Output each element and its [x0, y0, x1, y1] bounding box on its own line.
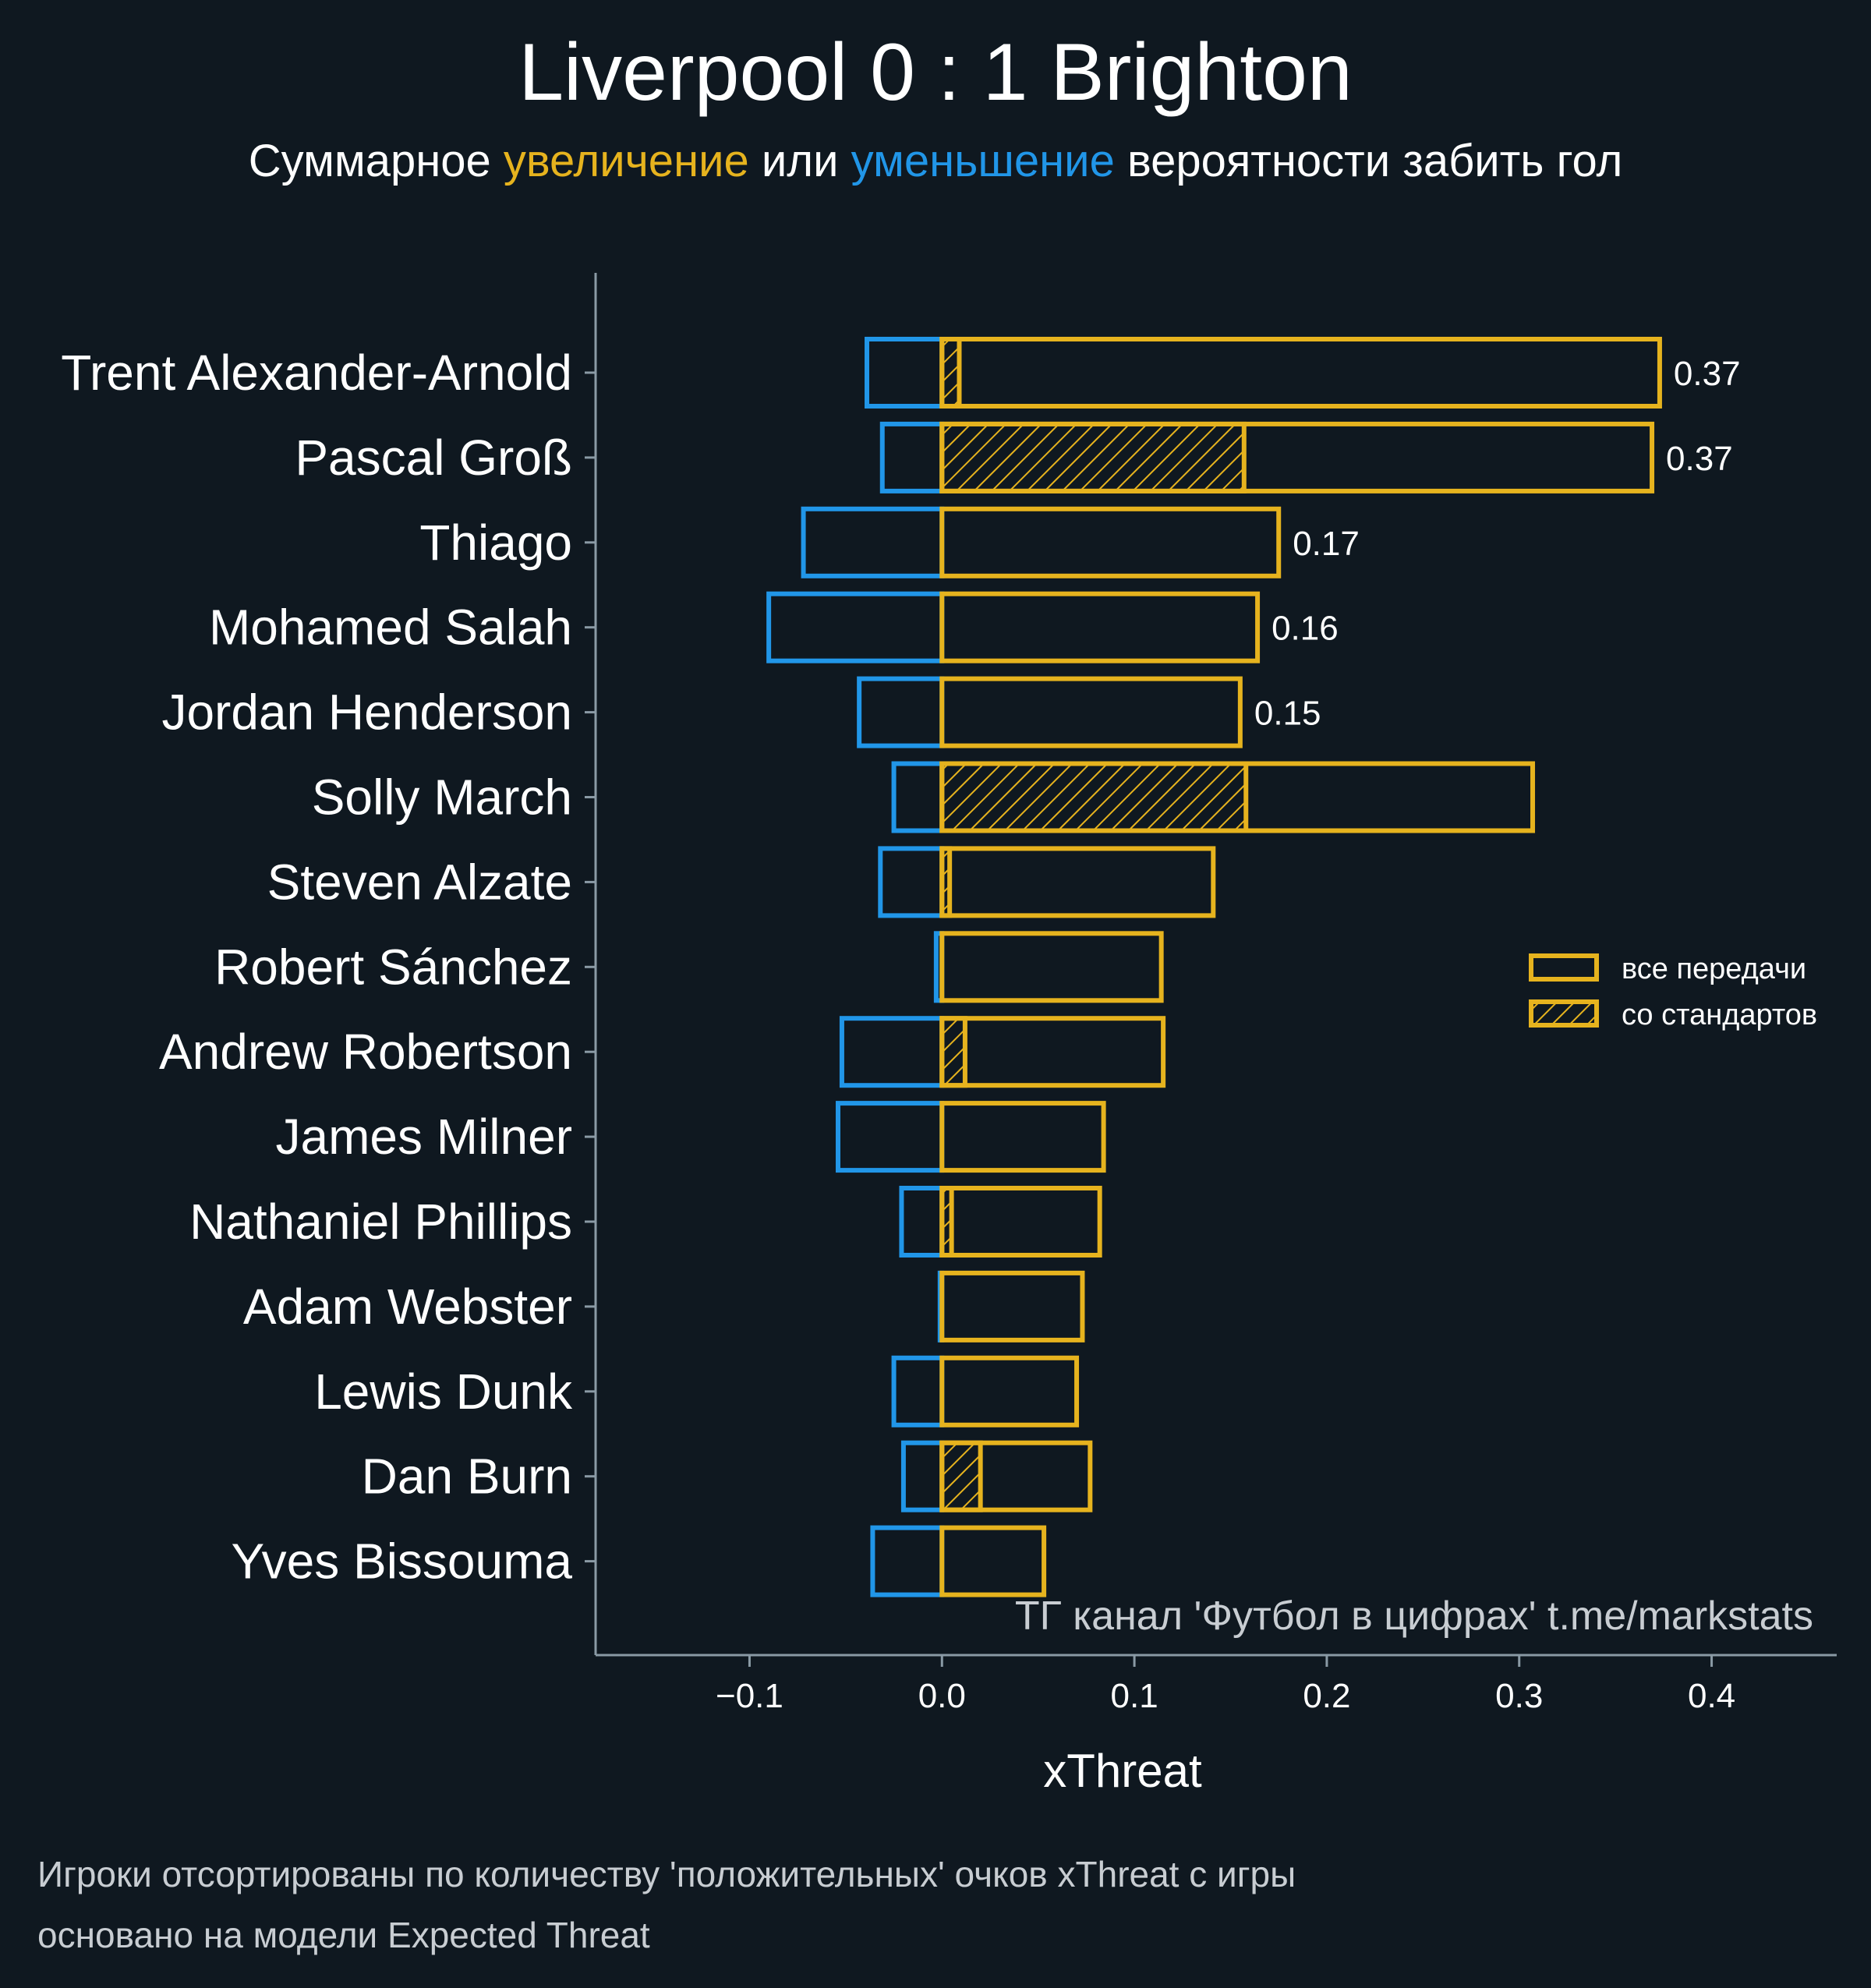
legend: все передачи со стандартов: [1529, 953, 1817, 1031]
bar-set-pieces-pascal-gross: [939, 421, 1247, 493]
bar-all-passes-steven-alzate: [939, 846, 1216, 918]
bar-all-passes-yves-bissouma: [939, 1525, 1047, 1597]
bar-all-passes-adam-webster: [939, 1270, 1085, 1342]
y-label-adam-webster: Adam Webster: [243, 1279, 572, 1335]
x-tick-label: 0.4: [1688, 1677, 1735, 1715]
bar-negative-trent-alexander-arnold: [865, 337, 945, 409]
y-label-james-milner: James Milner: [275, 1109, 572, 1165]
y-label-yves-bissouma: Yves Bissouma: [231, 1533, 572, 1590]
bar-all-passes-pascal-gross: [939, 421, 1655, 493]
bar-negative-lewis-dunk: [891, 1355, 945, 1427]
y-label-jordan-henderson: Jordan Henderson: [161, 684, 572, 741]
bar-negative-nathaniel-phillips: [899, 1186, 945, 1258]
legend-label-all-passes: все передачи: [1622, 953, 1806, 985]
y-label-steven-alzate: Steven Alzate: [267, 854, 572, 910]
subtitle-part-1: Суммарное: [249, 136, 504, 186]
bar-all-passes-dan-burn: [939, 1440, 1093, 1512]
bar-set-pieces-trent-alexander-arnold: [939, 337, 962, 409]
x-axis-title: xThreat: [1043, 1745, 1202, 1797]
y-label-dan-burn: Dan Burn: [362, 1449, 572, 1505]
y-label-lewis-dunk: Lewis Dunk: [314, 1364, 573, 1420]
y-axis-labels: Trent Alexander-Arnold Pascal Groß Thiago M…: [61, 345, 596, 1590]
y-label-andrew-robertson: Andrew Robertson: [159, 1024, 572, 1080]
x-tick-label: 0.2: [1303, 1677, 1350, 1715]
legend-swatch-set-pieces: [1529, 999, 1599, 1028]
footnote-2: основано на модели Expected Threat: [37, 1915, 650, 1955]
bar-all-passes-robert-sanchez: [939, 931, 1164, 1003]
watermark: ТГ канал 'Футбол в цифрах' t.me/markstat…: [1015, 1594, 1813, 1639]
bar-set-pieces-dan-burn: [939, 1440, 983, 1512]
bar-all-passes-solly-march: [939, 761, 1536, 833]
y-label-nathaniel-phillips: Nathaniel Phillips: [189, 1194, 572, 1250]
subtitle-part-2: или: [749, 136, 851, 186]
value-label-jordan-henderson: 0.15: [1254, 695, 1321, 733]
bar-all-passes-james-milner: [939, 1101, 1106, 1173]
y-label-solly-march: Solly March: [312, 769, 572, 826]
bar-negative-thiago: [801, 506, 945, 578]
bar-all-passes-lewis-dunk: [939, 1355, 1080, 1427]
y-label-pascal-gross: Pascal Groß: [295, 430, 572, 486]
bars-group: 0.37 0.37 0.17 0.16 0.15: [766, 337, 1741, 1597]
bar-negative-james-milner: [835, 1101, 945, 1173]
value-label-pascal-gross: 0.37: [1666, 440, 1733, 478]
value-label-mohamed-salah: 0.16: [1272, 610, 1339, 648]
bar-all-passes-trent-alexander-arnold: [939, 337, 1662, 409]
chart-title: Liverpool 0 : 1 Brighton: [518, 27, 1353, 118]
bar-negative-jordan-henderson: [857, 676, 945, 748]
bar-negative-yves-bissouma: [870, 1525, 945, 1597]
subtitle-negative: уменьшение: [851, 136, 1115, 186]
x-tick-label: 0.3: [1495, 1677, 1543, 1715]
bar-negative-steven-alzate: [878, 846, 945, 918]
footnote-1: Игроки отсортированы по количеству 'поло…: [37, 1854, 1296, 1894]
bar-negative-pascal-gross: [879, 421, 945, 493]
x-tick-label: 0.1: [1111, 1677, 1158, 1715]
legend-label-set-pieces: со стандартов: [1622, 999, 1817, 1031]
bar-all-passes-thiago: [939, 506, 1282, 578]
chart-subtitle: Суммарное увеличение или уменьшение веро…: [249, 136, 1623, 186]
x-tick-label: 0.0: [918, 1677, 966, 1715]
subtitle-part-3: вероятности забить гол: [1115, 136, 1622, 186]
x-axis-ticks: −0.1 0.0 0.1 0.2 0.3 0.4: [716, 1655, 1735, 1715]
bar-negative-dan-burn: [900, 1440, 945, 1512]
bar-all-passes-andrew-robertson: [939, 1016, 1166, 1088]
bar-negative-mohamed-salah: [766, 591, 945, 663]
bar-all-passes-mohamed-salah: [939, 591, 1261, 663]
value-label-trent-alexander-arnold: 0.37: [1674, 355, 1741, 393]
subtitle-positive: увеличение: [504, 136, 749, 186]
bar-set-pieces-solly-march: [939, 761, 1249, 833]
y-label-robert-sanchez: Robert Sánchez: [214, 939, 572, 995]
legend-swatch-all-passes: [1529, 953, 1599, 982]
bar-set-pieces-andrew-robertson: [939, 1016, 967, 1088]
bar-all-passes-nathaniel-phillips: [939, 1186, 1102, 1258]
bar-all-passes-jordan-henderson: [939, 676, 1243, 748]
bar-negative-solly-march: [891, 761, 945, 833]
y-label-trent-alexander-arnold: Trent Alexander-Arnold: [61, 345, 572, 401]
y-label-mohamed-salah: Mohamed Salah: [209, 600, 572, 656]
x-tick-label: −0.1: [716, 1677, 783, 1715]
y-label-thiago: Thiago: [419, 515, 572, 571]
value-label-thiago: 0.17: [1293, 525, 1360, 563]
bar-negative-andrew-robertson: [839, 1016, 945, 1088]
